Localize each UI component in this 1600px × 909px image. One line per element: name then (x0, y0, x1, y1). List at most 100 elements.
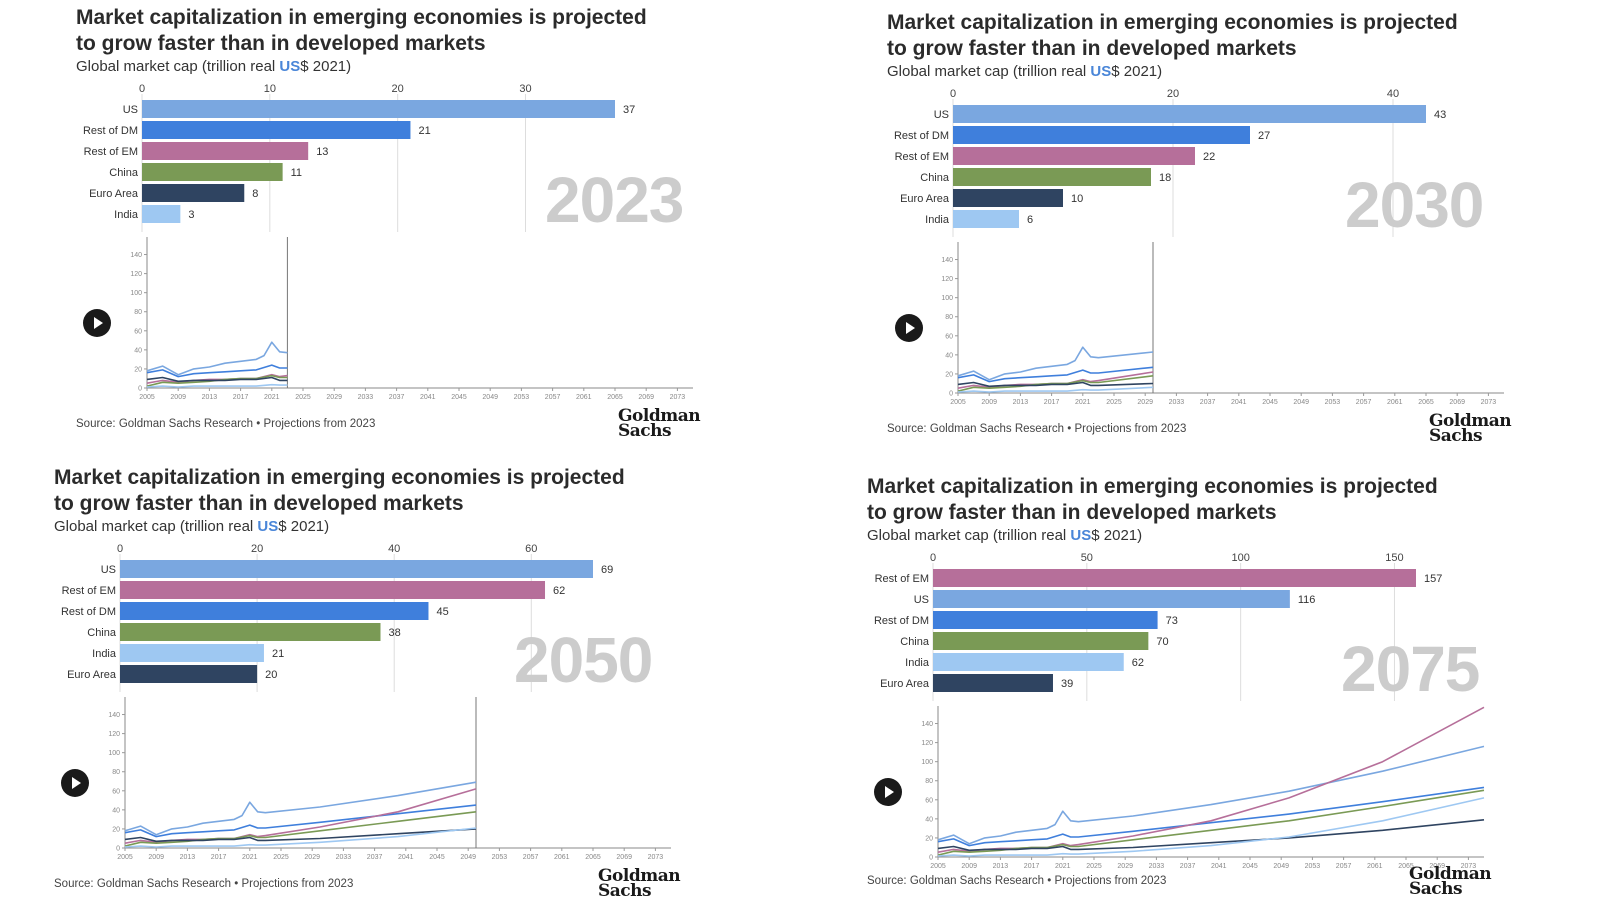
series-line-euro-area (146, 376, 288, 383)
y-tick-label: 40 (112, 807, 120, 814)
x-tick-label: 20 (392, 83, 404, 95)
x-tick-label: 2057 (1356, 399, 1372, 406)
value-label: 37 (623, 104, 635, 116)
x-tick-label: 2013 (1013, 399, 1029, 406)
play-button[interactable] (83, 309, 111, 337)
source-note: Source: Goldman Sachs Research • Project… (867, 875, 1167, 887)
x-tick-label: 2005 (139, 394, 155, 401)
panel-2023: Market capitalization in emerging econom… (0, 0, 760, 440)
bar-china (120, 623, 381, 641)
subtitle-highlight: US (257, 518, 279, 535)
bar-us (142, 100, 615, 118)
category-label: India (92, 648, 117, 660)
x-tick-label: 2049 (482, 394, 498, 401)
x-tick-label: 2053 (1305, 863, 1321, 870)
x-tick-label: 2073 (1461, 863, 1477, 870)
value-label: 157 (1424, 573, 1442, 585)
x-tick-label: 2005 (117, 854, 133, 861)
x-tick-label: 2037 (367, 854, 383, 861)
x-tick-label: 0 (950, 88, 956, 100)
value-label: 3 (188, 209, 194, 221)
series-line-euro-area (957, 381, 1154, 388)
category-label: Rest of DM (874, 615, 929, 627)
y-tick-label: 100 (921, 759, 933, 766)
x-tick-label: 2029 (1137, 399, 1153, 406)
bar-china (953, 168, 1151, 186)
x-tick-label: 20 (251, 543, 263, 555)
panel-subtitle: Global market cap (trillion real US$ 202… (887, 63, 1162, 80)
series-line-china (957, 375, 1154, 392)
play-button[interactable] (874, 778, 902, 806)
y-tick-label: 120 (130, 271, 142, 278)
value-label: 27 (1258, 130, 1270, 142)
year-label: 2075 (1341, 633, 1480, 705)
x-tick-label: 2057 (1336, 863, 1352, 870)
y-tick-label: 60 (925, 797, 933, 804)
x-tick-label: 2065 (1418, 399, 1434, 406)
play-button[interactable] (61, 769, 89, 797)
value-label: 116 (1298, 594, 1316, 606)
source-note: Source: Goldman Sachs Research • Project… (54, 878, 354, 890)
x-tick-label: 2069 (1449, 399, 1465, 406)
panel-title-line2: to grow faster than in developed markets (867, 501, 1277, 524)
series-line-us (146, 341, 288, 376)
x-tick-label: 2013 (180, 854, 196, 861)
category-label: Rest of EM (875, 573, 929, 585)
x-tick-label: 2045 (1262, 399, 1278, 406)
panel-subtitle: Global market cap (trillion real US$ 202… (76, 58, 351, 75)
panel-title-line2: to grow faster than in developed markets (76, 32, 486, 55)
bar-rest-of-dm (953, 126, 1250, 144)
x-tick-label: 2069 (638, 394, 654, 401)
x-tick-label: 2037 (1180, 863, 1196, 870)
play-button[interactable] (895, 314, 923, 342)
x-tick-label: 2021 (1075, 399, 1091, 406)
series-line-india (124, 827, 477, 848)
category-label: US (123, 104, 138, 116)
y-tick-label: 140 (108, 712, 120, 719)
category-label: India (114, 209, 139, 221)
bar-us (953, 105, 1426, 123)
y-tick-label: 80 (112, 769, 120, 776)
bar-india (120, 644, 264, 662)
value-label: 21 (272, 648, 284, 660)
x-tick-label: 2005 (950, 399, 966, 406)
x-tick-label: 2025 (273, 854, 289, 861)
panel-subtitle: Global market cap (trillion real US$ 202… (867, 527, 1142, 544)
bar-us (120, 560, 593, 578)
series-line-us (124, 781, 477, 836)
logo-line2: Sachs (598, 881, 652, 901)
y-tick-label: 40 (134, 347, 142, 354)
bar-india (953, 210, 1019, 228)
x-tick-label: 2005 (930, 863, 946, 870)
category-label: Euro Area (89, 188, 139, 200)
y-tick-label: 60 (112, 788, 120, 795)
logo-line2: Sachs (1429, 426, 1483, 446)
x-tick-label: 2049 (460, 854, 476, 861)
x-tick-label: 2065 (585, 854, 601, 861)
subtitle-suffix: $ 2021) (1091, 527, 1143, 544)
value-label: 69 (601, 564, 613, 576)
y-tick-label: 120 (921, 740, 933, 747)
y-tick-label: 140 (130, 252, 142, 259)
goldman-sachs-logo: Goldman Sachs (598, 868, 681, 901)
value-label: 45 (436, 606, 448, 618)
x-tick-label: 2041 (420, 394, 436, 401)
source-note: Source: Goldman Sachs Research • Project… (887, 423, 1187, 435)
x-tick-label: 2061 (1387, 399, 1403, 406)
series-line-rest-of-em (124, 788, 477, 844)
y-tick-label: 20 (925, 835, 933, 842)
goldman-sachs-logo: Goldman Sachs (618, 408, 701, 441)
series-line-rest-of-dm (124, 804, 477, 838)
category-label: Euro Area (900, 193, 950, 205)
x-tick-label: 0 (117, 543, 123, 555)
x-tick-label: 2021 (1055, 863, 1071, 870)
category-label: Rest of DM (894, 130, 949, 142)
bar-rest-of-em (953, 147, 1195, 165)
x-tick-label: 2061 (1367, 863, 1383, 870)
logo-line2: Sachs (618, 421, 672, 441)
y-tick-label: 120 (941, 276, 953, 283)
x-tick-label: 2033 (358, 394, 374, 401)
x-tick-label: 2025 (1106, 399, 1122, 406)
x-tick-label: 2021 (242, 854, 258, 861)
x-tick-label: 2021 (264, 394, 280, 401)
